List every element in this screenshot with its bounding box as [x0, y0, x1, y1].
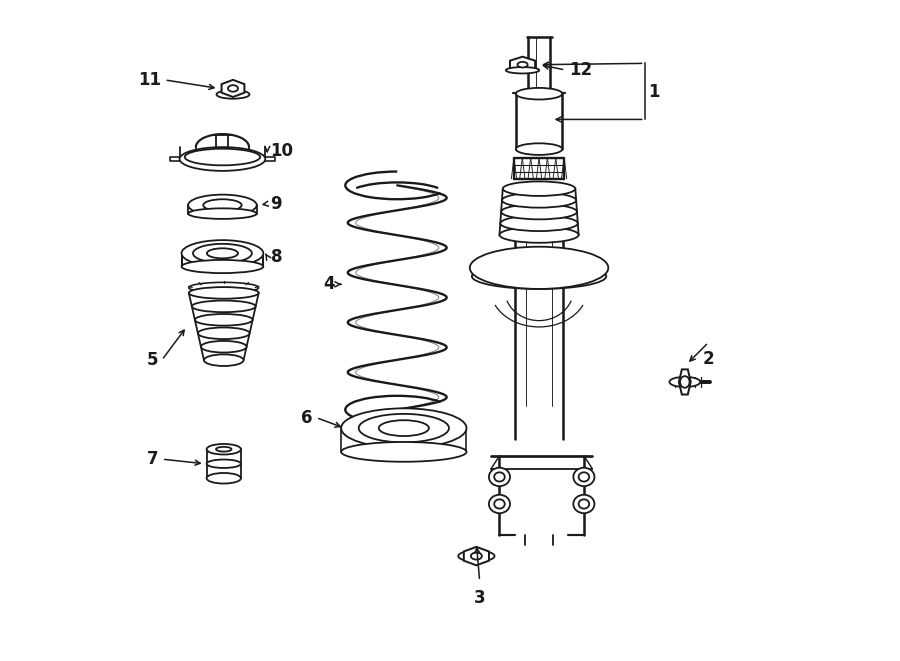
Ellipse shape	[184, 149, 260, 165]
Text: 2: 2	[703, 350, 715, 368]
Ellipse shape	[189, 287, 258, 299]
Ellipse shape	[188, 208, 256, 219]
Ellipse shape	[573, 494, 595, 513]
Ellipse shape	[579, 499, 590, 508]
Ellipse shape	[501, 204, 577, 219]
Text: 12: 12	[569, 61, 592, 79]
Ellipse shape	[573, 468, 595, 486]
Ellipse shape	[379, 420, 429, 436]
Text: 5: 5	[147, 351, 158, 369]
Ellipse shape	[192, 301, 256, 312]
Ellipse shape	[579, 473, 590, 482]
Ellipse shape	[228, 85, 238, 92]
Polygon shape	[679, 369, 691, 395]
Ellipse shape	[341, 408, 466, 448]
Ellipse shape	[198, 327, 249, 339]
Ellipse shape	[518, 62, 527, 67]
Ellipse shape	[207, 473, 241, 484]
Ellipse shape	[193, 244, 252, 263]
Ellipse shape	[180, 147, 266, 171]
Ellipse shape	[494, 473, 505, 482]
Ellipse shape	[670, 377, 700, 387]
Polygon shape	[221, 80, 245, 97]
Text: 11: 11	[138, 71, 161, 89]
Ellipse shape	[680, 376, 689, 388]
Ellipse shape	[188, 194, 256, 215]
Ellipse shape	[472, 264, 607, 289]
Polygon shape	[510, 57, 536, 73]
Ellipse shape	[503, 181, 575, 196]
Ellipse shape	[458, 551, 494, 562]
Ellipse shape	[471, 553, 482, 560]
Ellipse shape	[359, 414, 449, 442]
Ellipse shape	[207, 459, 241, 468]
Ellipse shape	[341, 442, 466, 462]
Ellipse shape	[516, 88, 562, 100]
Ellipse shape	[500, 215, 578, 231]
Text: 9: 9	[271, 195, 283, 213]
Ellipse shape	[506, 67, 539, 73]
Ellipse shape	[502, 193, 576, 208]
Ellipse shape	[470, 247, 608, 289]
Ellipse shape	[203, 199, 241, 211]
Ellipse shape	[201, 341, 247, 352]
Ellipse shape	[217, 90, 249, 98]
Ellipse shape	[182, 240, 264, 266]
Ellipse shape	[195, 314, 253, 326]
Ellipse shape	[494, 499, 505, 508]
Ellipse shape	[500, 227, 579, 243]
Ellipse shape	[516, 143, 562, 155]
Ellipse shape	[489, 468, 510, 486]
Text: 10: 10	[271, 142, 293, 160]
Ellipse shape	[207, 249, 238, 258]
Ellipse shape	[182, 260, 264, 273]
Text: 8: 8	[271, 248, 282, 266]
Ellipse shape	[207, 444, 241, 455]
Ellipse shape	[489, 494, 510, 513]
Text: 4: 4	[323, 276, 335, 293]
Text: 1: 1	[648, 83, 660, 100]
Polygon shape	[464, 547, 489, 565]
Ellipse shape	[204, 354, 244, 366]
Text: 7: 7	[147, 450, 158, 468]
Text: 3: 3	[474, 589, 485, 607]
Text: 6: 6	[302, 408, 313, 426]
Ellipse shape	[216, 447, 231, 451]
